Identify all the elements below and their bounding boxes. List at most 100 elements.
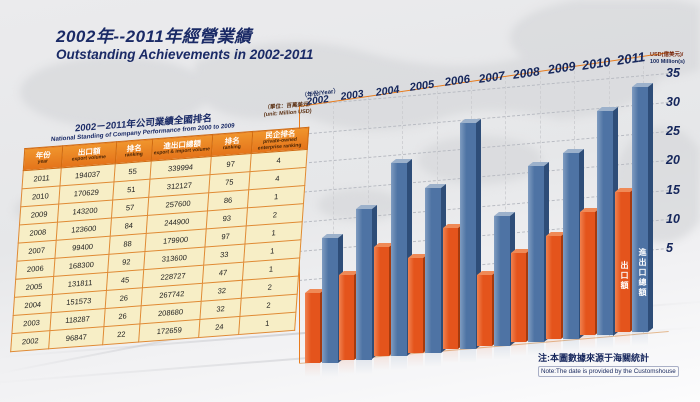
year-label-2009: 2009 [546,58,577,77]
bar-total-2005 [425,183,447,353]
bar-export-2006 [442,224,463,350]
bar-export-2006-face [442,228,458,350]
bar-total-2009-reflection [562,338,579,353]
bar-total-2007-face [494,216,510,346]
bar-export-2007-face [477,274,492,346]
y-tick-20: 20 [666,153,680,168]
table-body: 2011 194037 55 339994 97 4 2010 170629 51 312127 7… [10,149,308,352]
bar-export-2008 [511,249,532,343]
bar-total-2002-reflection [322,363,338,377]
bar-export-2005-reflection [408,352,424,367]
bar-total-2006-face [459,123,476,350]
bar-export-2007-reflection [477,345,492,360]
page-title: 2002年--2011年經營業績 Outstanding Achievement… [56,22,313,62]
bar-export-2003 [339,270,360,360]
bar-export-2004 [373,242,394,357]
bar-total-2004-reflection [390,356,407,371]
y-tick-35: 35 [666,66,680,80]
bar-export-2008-reflection [511,342,527,357]
year-label-2003: 2003 [340,88,365,103]
bar-export-2011-face [614,192,630,333]
bar-export-2004-reflection [373,356,389,371]
bar-total-2011-face [647,83,653,333]
col-header-year: 年份 year [23,145,63,171]
bar-export-2011-reflection [614,332,630,347]
bar-total-2011-reflection [631,332,648,347]
page-title-en: Outstanding Achievements in 2002-2011 [56,47,314,62]
year-label-2010: 2010 [581,53,612,73]
year-label-2005: 2005 [409,78,436,95]
bar-export-2002 [305,289,325,363]
bar-export-2007 [477,270,497,346]
source-note: 注:本圖數據來源于海關統計 Note:The date is provided … [538,351,679,377]
bar-series-label-total: 進出口總額 [638,248,647,298]
bar-export-2010 [580,208,601,336]
bar-export-2009-reflection [545,338,561,353]
bar-series-label-export: 出口額 [620,261,629,291]
bar-export-2005-face [408,257,424,353]
y-tick-10: 10 [666,211,680,226]
y-axis-unit-label: USD(億美元)/100 Million(s) [650,52,698,65]
bar-export-2009-face [545,235,561,339]
grid-vline [505,75,507,346]
table-cell: 96847 [48,326,104,349]
year-label-2007: 2007 [478,68,506,86]
bar-total-2002 [322,234,343,363]
bar-export-2006-reflection [442,349,458,364]
bar-export-2011 [614,188,635,333]
bar-total-2010 [597,106,619,336]
y-tick-25: 25 [666,124,680,139]
table-cell: 24 [198,316,240,338]
source-note-en: Note:The date is provided by the Customs… [538,366,679,377]
bar-total-2005-face [425,187,442,353]
year-label-2008: 2008 [512,63,541,82]
bar-total-2005-reflection [425,352,442,367]
grid-vline [333,100,335,360]
bar-total-2009-face [562,153,579,339]
bar-total-2008 [528,161,550,343]
ranking-table: 年份 year 出口額 export volume 排名 ranking 進出口總額 e… [10,127,309,352]
y-axis-unit-line2: 100 Million(s) [650,58,685,65]
bar-export-2003-face [339,274,355,360]
bar-total-2007 [494,212,515,346]
bar-total-2007-reflection [494,345,510,360]
bar-total-2011 [631,83,653,333]
bar-total-2009 [562,149,584,339]
table-cell: 2002 [10,330,50,352]
bar-total-2008-reflection [528,342,545,357]
table-cell: 22 [102,323,140,345]
bar-total-2003-reflection [356,359,373,374]
bar-total-2010-face [597,110,614,336]
year-label-2011: 2011 [615,48,646,68]
y-axis-unit-line1: USD(億美元)/ [650,52,684,58]
y-tick-15: 15 [666,182,680,197]
bar-total-2008-face [528,165,545,343]
bar-total-2003-face [356,209,373,360]
bar-export-2003-reflection [339,359,355,374]
y-tick-5: 5 [666,240,673,255]
table-unit-note: （單位：百萬美元） (unit: Million USD) [264,101,314,119]
bar-export-2002-face [305,293,320,363]
bar-total-2002-face [322,238,338,363]
bar-total-2011-face [631,87,648,333]
page-title-zh: 2002年--2011年經營業績 [56,27,252,46]
bar-total-2006 [459,119,481,350]
col-header-total-ranking: 排名 ranking [211,131,253,157]
ranking-table-panel: 2002－2011年公司業績全國排名 National Standing of … [10,101,314,352]
source-note-zh: 注:本圖數據來源于海關統計 [538,353,649,363]
bar-total-2006-reflection [459,349,476,364]
col-header-export-ranking: 排名 ranking [115,138,153,164]
bar-export-2002-reflection [305,363,320,377]
y-tick-30: 30 [666,95,680,110]
year-label-2006: 2006 [443,73,471,90]
bar-export-2004-face [373,246,389,357]
bar-export-2010-reflection [580,335,596,350]
bar-total-2004 [390,159,412,357]
bar-total-2010-reflection [597,335,614,350]
table-cell: 1 [238,311,296,335]
bar-export-2005 [408,253,429,353]
bar-total-2003 [356,205,378,360]
bar-export-2008-face [511,253,527,343]
